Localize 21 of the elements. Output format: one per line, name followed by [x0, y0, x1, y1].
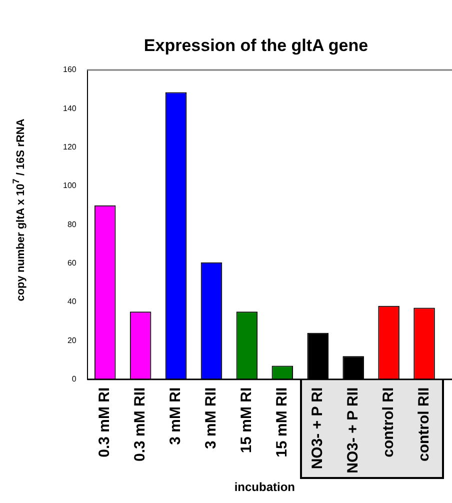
x-tick-label: 15 mM RI — [238, 387, 256, 454]
x-tick-label: NO3- + P RII — [344, 387, 362, 474]
x-tick-label: 0.3 mM RII — [132, 387, 149, 462]
y-tick-label: 100 — [62, 181, 77, 190]
x-tick-label: 0.3 mM RI — [96, 387, 114, 458]
y-tick-label: 120 — [62, 142, 77, 152]
x-tick-label: NO3- + P RI — [309, 387, 326, 470]
x-tick-label: 3 mM RII — [202, 387, 220, 450]
y-tick-label: 40 — [67, 297, 77, 306]
x-tick-label: 3 mM RI — [167, 387, 184, 445]
y-tick-label: 140 — [62, 104, 77, 113]
y-tick-label: 80 — [67, 220, 77, 229]
y-tick-label: 160 — [62, 65, 77, 74]
x-tick-label: control RII — [415, 387, 432, 462]
y-tick-label: 60 — [67, 258, 77, 268]
x-tick-label: control RI — [380, 387, 397, 458]
x-tick-label: 15 mM RII — [274, 387, 291, 458]
chart-title: Expression of the gltA gene — [142, 36, 370, 56]
x-axis-title: incubation — [234, 480, 296, 494]
y-tick-label: 0 — [72, 374, 77, 384]
y-tick-label: 20 — [67, 336, 77, 345]
